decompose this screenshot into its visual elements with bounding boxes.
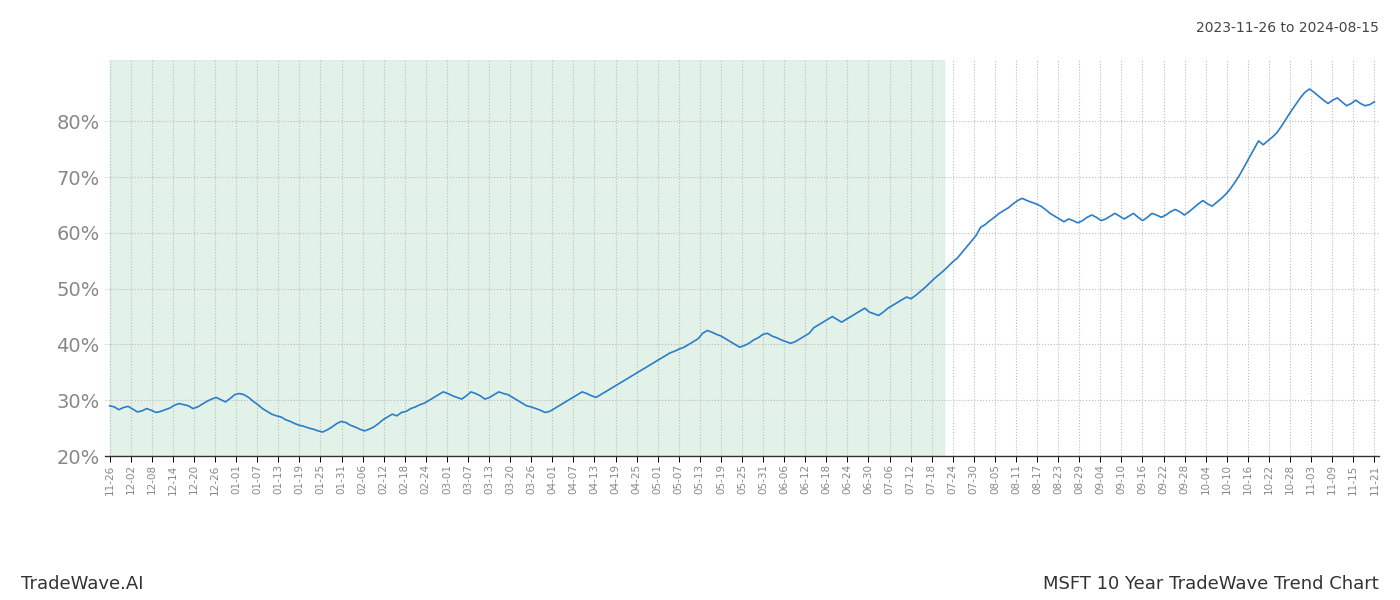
Bar — [109, 60, 944, 456]
Text: MSFT 10 Year TradeWave Trend Chart: MSFT 10 Year TradeWave Trend Chart — [1043, 575, 1379, 593]
Text: TradeWave.AI: TradeWave.AI — [21, 575, 143, 593]
Text: 2023-11-26 to 2024-08-15: 2023-11-26 to 2024-08-15 — [1196, 21, 1379, 35]
